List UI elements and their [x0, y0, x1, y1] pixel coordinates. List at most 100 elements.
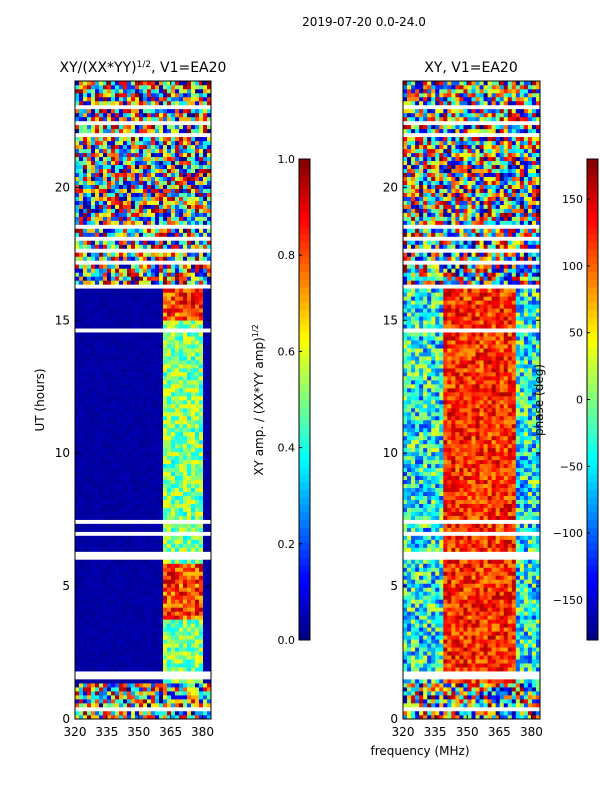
heatmap-cell: [103, 635, 108, 640]
heatmap-cell: [187, 651, 192, 656]
heatmap-cell: [79, 611, 84, 616]
heatmap-cell: [87, 268, 92, 273]
heatmap-cell: [199, 292, 204, 297]
heatmap-cell: [179, 447, 184, 453]
heatmap-cell: [159, 495, 164, 500]
heatmap-cell: [111, 228, 116, 233]
colorbar-segment: [299, 497, 310, 506]
heatmap-cell: [139, 523, 144, 528]
heatmap-cell: [139, 571, 144, 576]
heatmap-cell: [91, 196, 96, 201]
heatmap-cell: [203, 619, 208, 624]
heatmap-cell: [91, 148, 96, 154]
heatmap-cell: [143, 212, 148, 217]
heatmap-cell: [123, 272, 128, 277]
heatmap-cell: [175, 659, 180, 664]
heatmap-cell: [95, 559, 100, 564]
heatmap-cell: [91, 392, 96, 397]
heatmap-cell: [163, 647, 168, 652]
heatmap-cell: [203, 112, 208, 118]
heatmap-cell: [147, 451, 152, 457]
heatmap-cell: [151, 411, 156, 417]
heatmap-cell: [167, 188, 172, 193]
heatmap-cell: [207, 419, 212, 425]
heatmap-cell: [107, 164, 112, 170]
heatmap-cell: [143, 715, 148, 720]
heatmap-cell: [163, 539, 168, 544]
heatmap-cell: [191, 499, 196, 504]
heatmap-cell: [199, 112, 204, 118]
heatmap-cell: [135, 240, 140, 245]
heatmap-cell: [163, 244, 168, 249]
heatmap-cell: [151, 81, 156, 86]
heatmap-cell: [155, 431, 160, 437]
heatmap-cell: [183, 587, 188, 592]
heatmap-cell: [139, 344, 144, 349]
heatmap-cell: [75, 168, 80, 174]
heatmap-cell: [79, 288, 84, 293]
heatmap-cell: [103, 579, 108, 584]
heatmap-cell: [199, 447, 204, 453]
heatmap-cell: [147, 507, 152, 512]
heatmap-cell: [83, 184, 88, 189]
heatmap-cell: [107, 655, 112, 660]
heatmap-cell: [179, 467, 184, 473]
heatmap-cell: [179, 192, 184, 197]
heatmap-cell: [87, 523, 92, 528]
heatmap-cell: [155, 184, 160, 189]
heatmap-cell: [191, 683, 196, 688]
heatmap-cell: [195, 683, 200, 688]
heatmap-cell: [163, 679, 168, 684]
heatmap-cell: [187, 112, 192, 118]
heatmap-cell: [99, 619, 104, 624]
heatmap-cell: [195, 280, 200, 285]
heatmap-cell: [151, 587, 156, 592]
heatmap-cell: [175, 627, 180, 632]
heatmap-cell: [111, 360, 116, 365]
heatmap-cell: [79, 188, 84, 193]
heatmap-cell: [183, 443, 188, 449]
heatmap-cell: [187, 487, 192, 493]
heatmap-cell: [127, 200, 132, 205]
heatmap-cell: [187, 184, 192, 189]
heatmap-cell: [163, 172, 168, 177]
heatmap-cell: [167, 212, 172, 217]
heatmap-cell: [175, 112, 180, 118]
heatmap-cell: [75, 288, 80, 293]
heatmap-cell: [199, 435, 204, 441]
heatmap-cell: [195, 336, 200, 341]
heatmap-cell: [107, 571, 112, 576]
heatmap-cell: [171, 160, 176, 166]
heatmap-cell: [123, 647, 128, 652]
heatmap-cell: [175, 699, 180, 704]
heatmap-cell: [103, 276, 108, 281]
panel-amplitude-ratio: XY/(XX*YY)1/2, V1=EA20 320 335 350 365 38005…: [33, 60, 226, 739]
heatmap-cell: [119, 483, 124, 489]
heatmap-cell: [115, 699, 120, 704]
heatmap-cell: [83, 575, 88, 580]
heatmap-cell: [147, 699, 152, 704]
heatmap-cell: [159, 599, 164, 604]
heatmap-cell: [203, 400, 208, 405]
heatmap-cell: [179, 683, 184, 688]
heatmap-cell: [207, 571, 212, 576]
heatmap-cell: [139, 336, 144, 341]
heatmap-cell: [143, 124, 148, 130]
heatmap-cell: [207, 364, 212, 369]
heatmap-cell: [111, 396, 116, 401]
heatmap-cell: [123, 611, 128, 616]
heatmap-cell: [171, 703, 176, 708]
heatmap-cell: [191, 443, 196, 449]
heatmap-cell: [83, 372, 88, 377]
heatmap-cell: [91, 631, 96, 636]
heatmap-cell: [139, 308, 144, 313]
heatmap-cell: [131, 136, 136, 142]
heatmap-cell: [207, 623, 212, 628]
heatmap-cell: [103, 304, 108, 309]
heatmap-cell: [87, 244, 92, 249]
heatmap-cell: [111, 407, 116, 413]
heatmap-cell: [83, 232, 88, 237]
heatmap-cell: [139, 164, 144, 170]
heatmap-cell: [155, 81, 160, 86]
heatmap-cell: [123, 559, 128, 564]
